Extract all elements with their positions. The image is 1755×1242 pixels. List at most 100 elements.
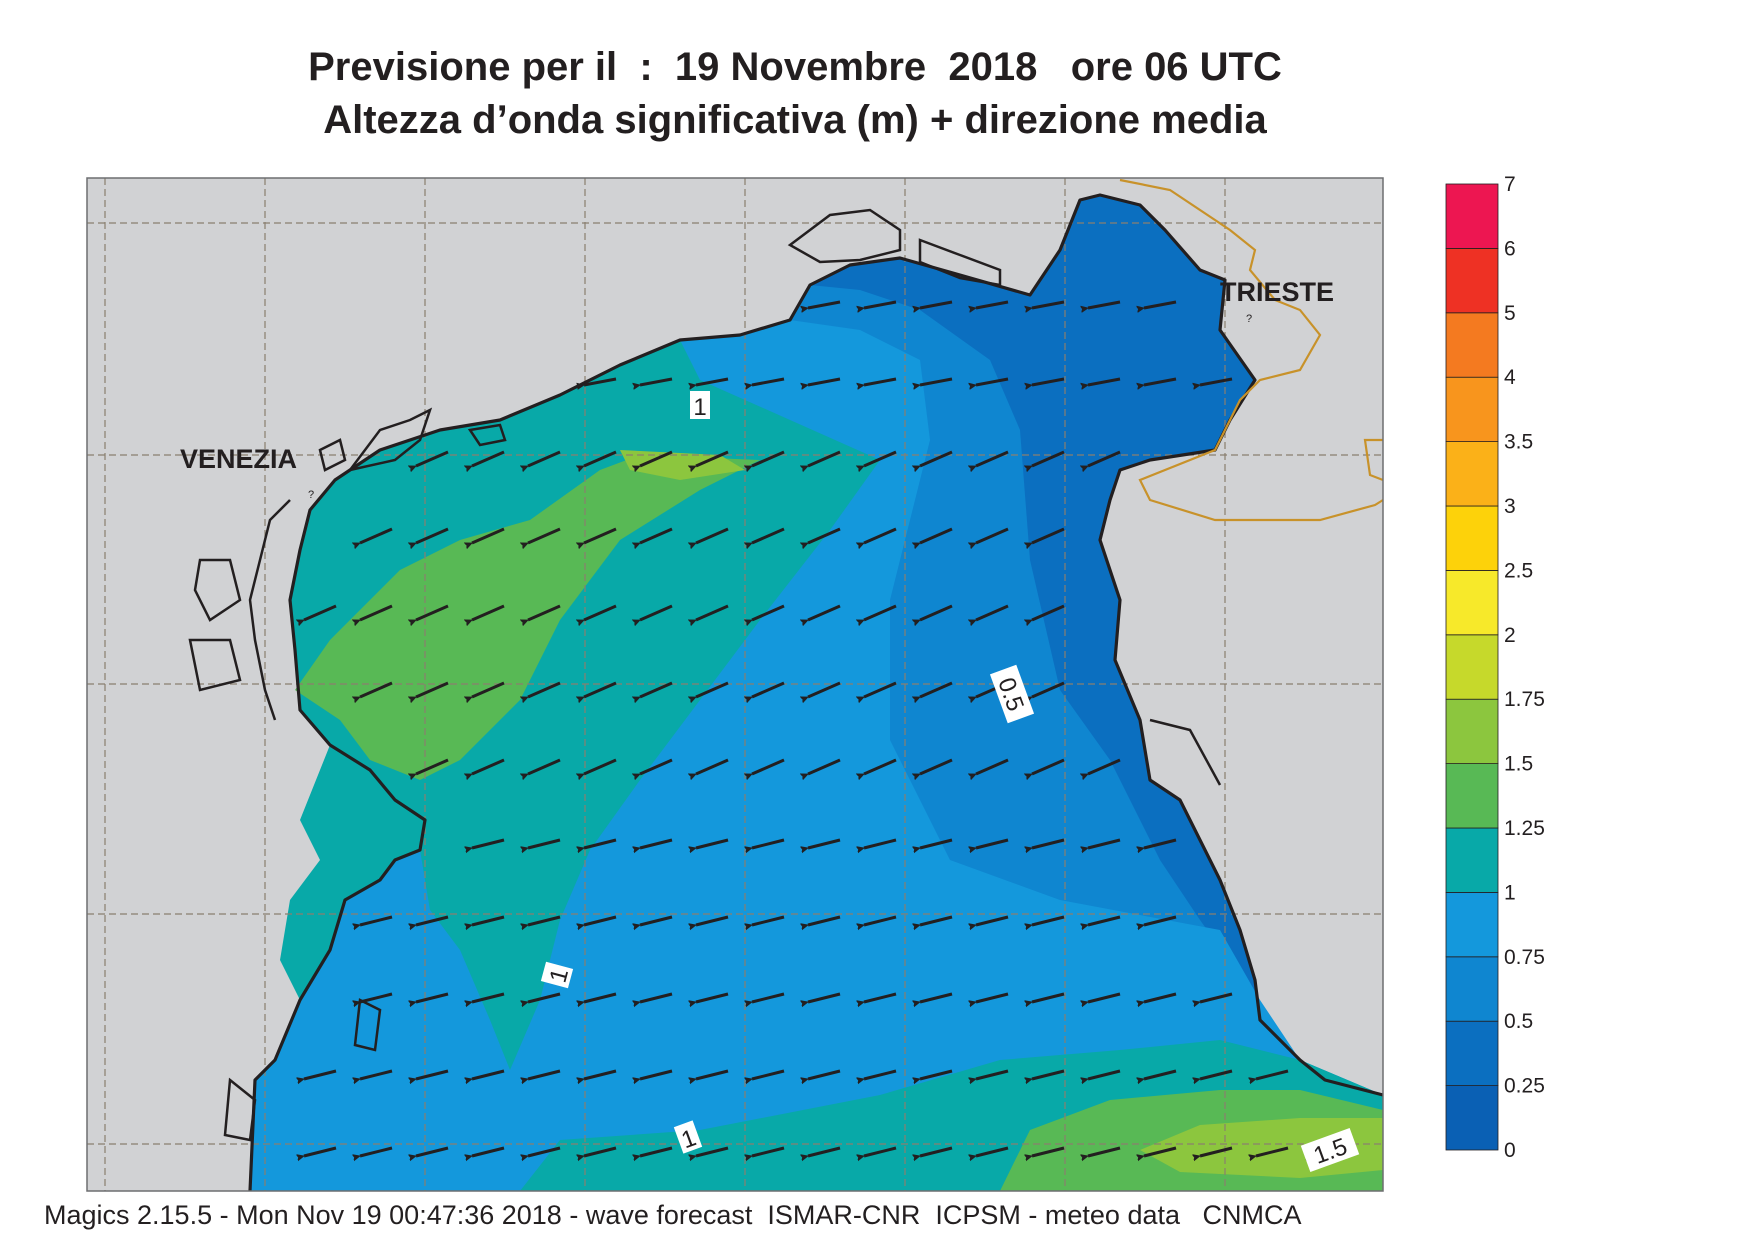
direction-arrow (808, 527, 841, 543)
direction-arrow (1032, 915, 1065, 925)
direction-arrow (1144, 992, 1177, 1002)
direction-arrow (976, 838, 1009, 848)
direction-arrow (472, 450, 505, 466)
direction-arrow (360, 681, 393, 697)
direction-arrow (584, 992, 617, 1002)
direction-arrow (1256, 1069, 1289, 1079)
direction-arrow (864, 450, 897, 466)
direction-arrow (864, 1069, 897, 1079)
direction-arrow (472, 681, 505, 697)
colorbar-tick-label: 7 (1504, 173, 1516, 196)
direction-arrow (1200, 1069, 1233, 1079)
direction-arrow (864, 1146, 897, 1156)
direction-arrow (1032, 758, 1065, 774)
direction-arrow (920, 1069, 953, 1079)
direction-arrow (360, 604, 393, 620)
direction-arrow (584, 450, 617, 466)
trieste-label: TRIESTE (1220, 277, 1334, 307)
direction-arrow (1088, 915, 1121, 925)
national-border (1119, 178, 1383, 522)
colorbar-tick-label: 0.25 (1504, 1075, 1545, 1098)
direction-arrow (1088, 450, 1121, 466)
colorbar-box (1445, 247, 1499, 314)
direction-arrow (1032, 1146, 1065, 1156)
direction-arrow (1144, 1146, 1177, 1156)
direction-arrow (752, 915, 785, 925)
direction-arrow (640, 681, 673, 697)
direction-arrow (920, 681, 953, 697)
direction-arrow (416, 992, 449, 1002)
direction-arrow (864, 300, 897, 308)
title-line-2: Altezza d’onda significativa (m) + direz… (323, 98, 1267, 142)
direction-arrow (808, 1146, 841, 1156)
colorbar-box (1445, 634, 1499, 700)
direction-arrow (976, 604, 1009, 620)
colorbar-tick-label: 0 (1504, 1139, 1516, 1162)
direction-arrow (752, 758, 785, 774)
direction-arrow (976, 300, 1009, 308)
direction-arrow (416, 450, 449, 466)
direction-arrow (472, 1146, 505, 1156)
direction-arrow (416, 527, 449, 543)
colorbar-box (1445, 570, 1499, 636)
direction-arrow (696, 758, 729, 774)
colorbar-tick-label: 6 (1504, 237, 1516, 260)
direction-arrow (864, 527, 897, 543)
direction-arrow (920, 758, 953, 774)
venezia-marker: ? (308, 489, 314, 501)
direction-arrow (584, 377, 617, 385)
direction-arrow (1088, 1069, 1121, 1079)
direction-arrow (528, 915, 561, 925)
colorbar-tick-label: 1 (1504, 881, 1516, 904)
colorbar-tick-label: 0.5 (1504, 1010, 1533, 1033)
direction-arrow (472, 1069, 505, 1079)
direction-arrow (528, 1069, 561, 1079)
direction-arrow (1144, 1069, 1177, 1079)
direction-arrow (696, 1069, 729, 1079)
colorbar-tick-label: 2.5 (1504, 559, 1533, 582)
direction-arrow (976, 992, 1009, 1002)
direction-arrow (528, 1146, 561, 1156)
direction-arrow (920, 992, 953, 1002)
direction-arrow (472, 527, 505, 543)
direction-arrow (920, 450, 953, 466)
direction-arrow (752, 1146, 785, 1156)
direction-arrow (416, 604, 449, 620)
direction-arrow (696, 604, 729, 620)
colorbar-tick-label: 2 (1504, 624, 1516, 647)
direction-arrow (808, 1069, 841, 1079)
direction-arrow (584, 604, 617, 620)
colorbar-box (1445, 376, 1499, 443)
direction-arrow (920, 377, 953, 385)
colorbar-box (1445, 1020, 1499, 1087)
direction-arrow (360, 1069, 393, 1079)
colorbar-tick-label: 1.5 (1504, 753, 1533, 776)
direction-arrow (528, 758, 561, 774)
direction-arrow (640, 992, 673, 1002)
direction-arrow (1144, 377, 1177, 385)
direction-arrow (920, 300, 953, 308)
map-frame (86, 177, 1384, 1192)
national-border-east (1363, 438, 1383, 482)
colorbar-box (1445, 956, 1499, 1022)
direction-arrow (752, 992, 785, 1002)
direction-arrow (1032, 1069, 1065, 1079)
colorbar-box (1445, 892, 1499, 958)
direction-arrow (1088, 838, 1121, 848)
direction-arrow (640, 1146, 673, 1156)
direction-arrow (416, 681, 449, 697)
direction-arrow (864, 377, 897, 385)
direction-arrow (1032, 838, 1065, 848)
direction-arrow (584, 1146, 617, 1156)
direction-arrow (528, 992, 561, 1002)
direction-arrow (808, 450, 841, 466)
direction-arrow (752, 838, 785, 848)
direction-arrow (472, 915, 505, 925)
colorbar-box (1445, 698, 1499, 765)
colorbar-box (1445, 312, 1499, 378)
colorbar-box (1445, 763, 1499, 829)
direction-arrow (696, 681, 729, 697)
direction-arrow (640, 450, 673, 466)
direction-arrow (1032, 300, 1065, 308)
